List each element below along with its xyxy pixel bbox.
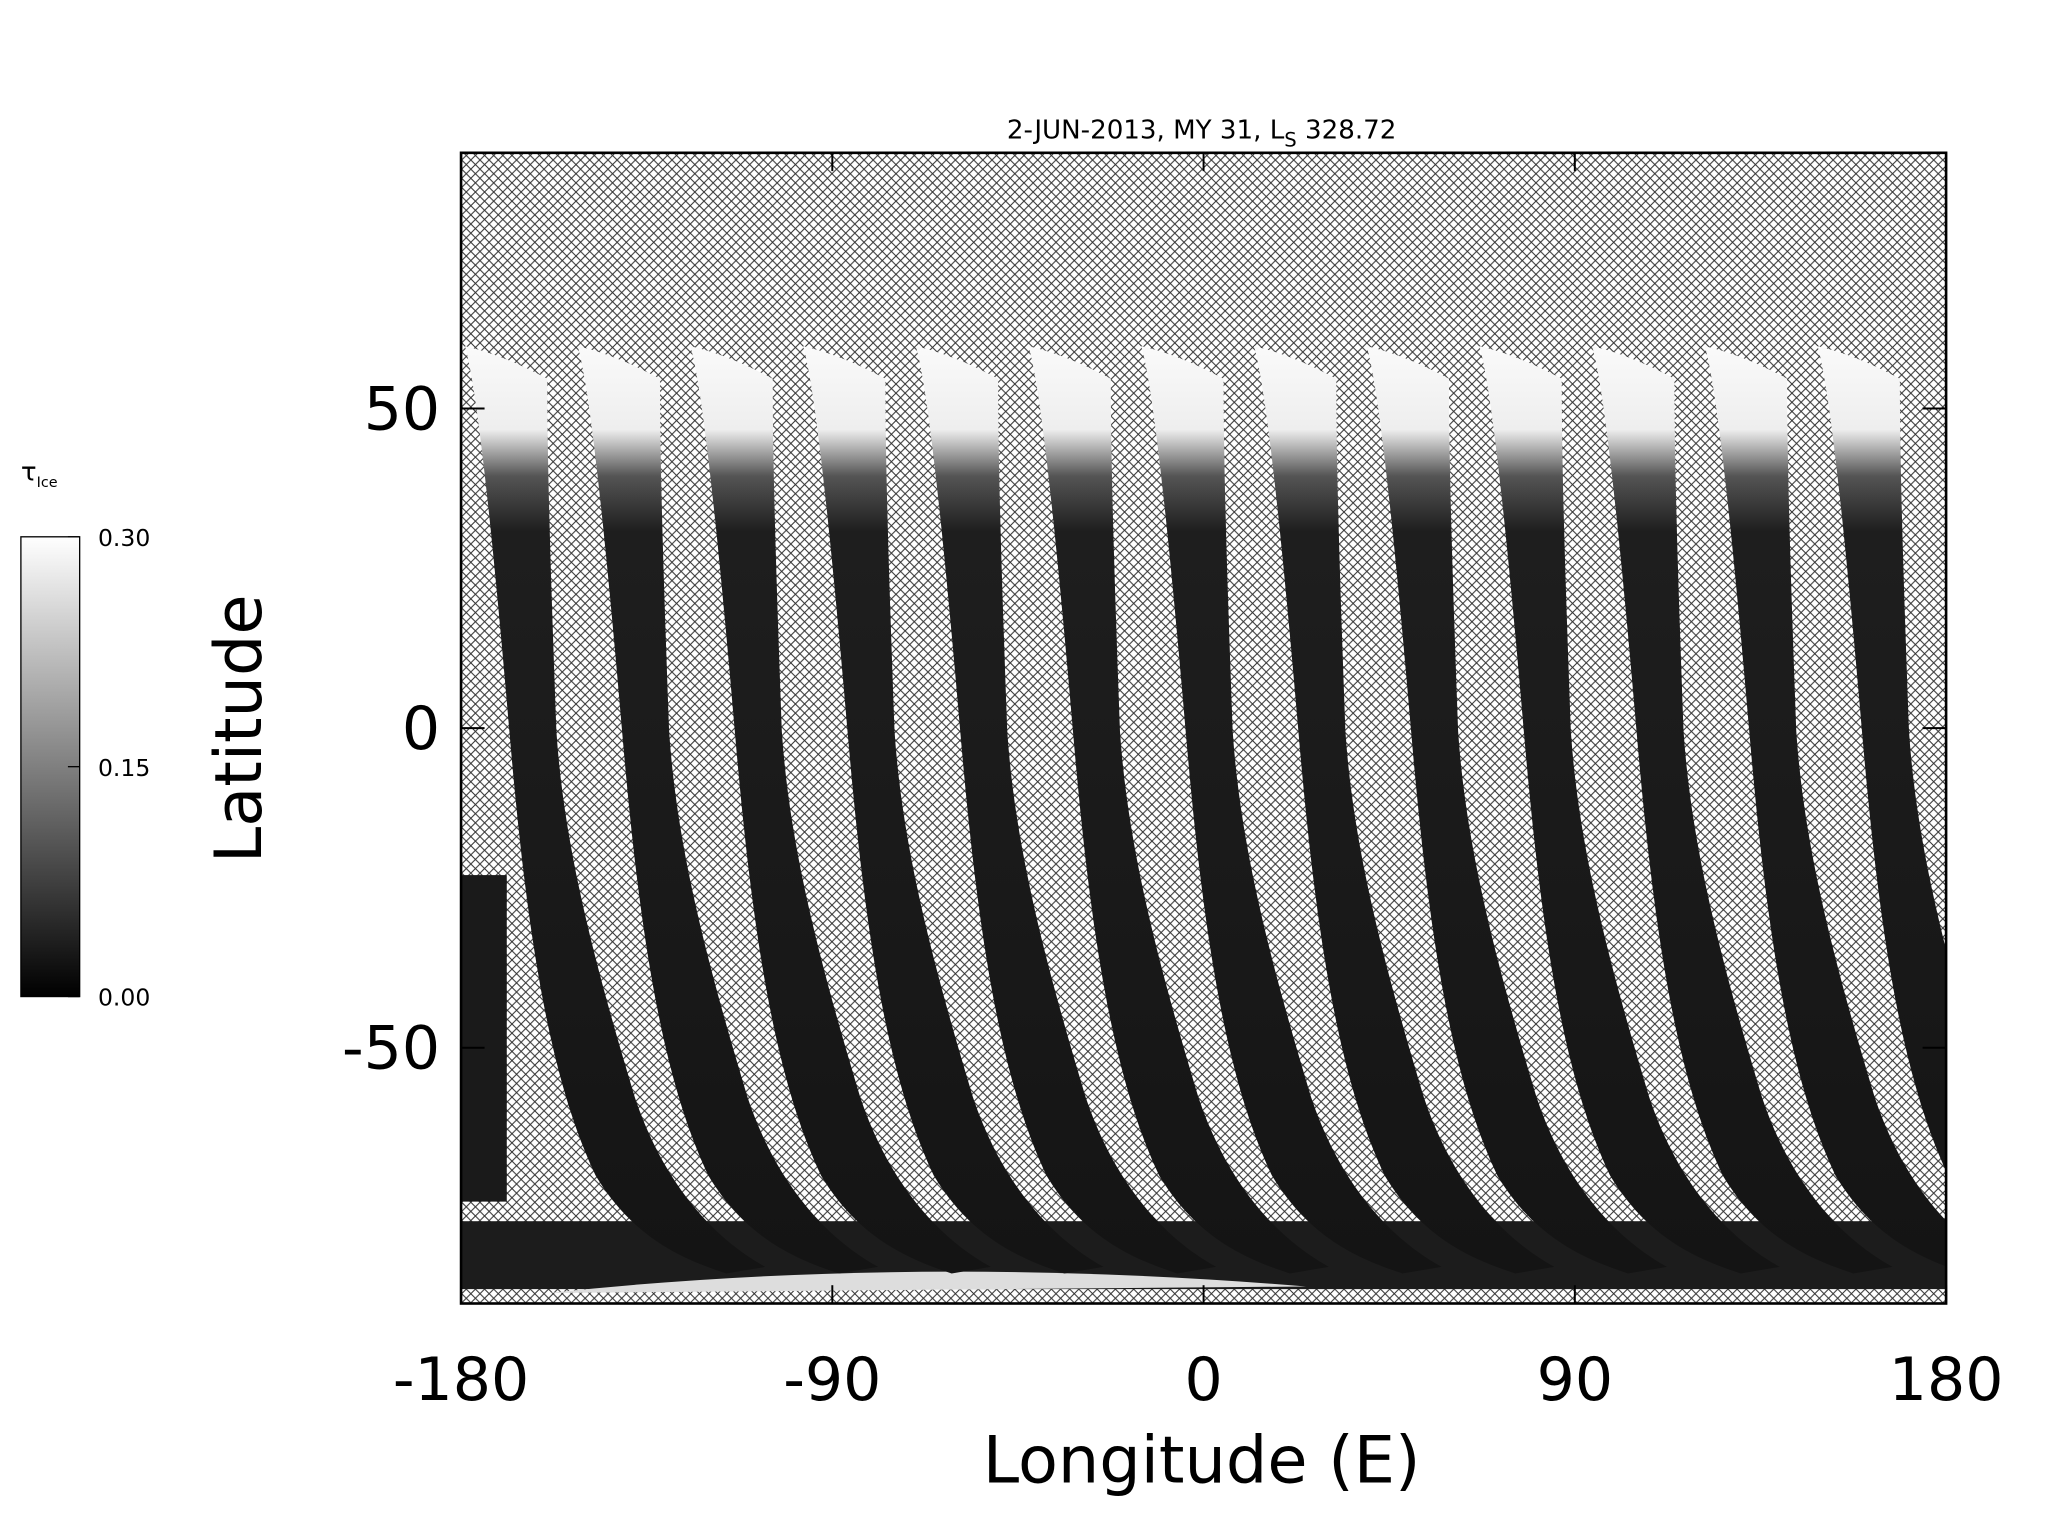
swath (1592, 346, 1893, 1274)
scaled-layer: 2-JUN-2013, MY 31, LS 328.72 -180 -90 0 90 1… (20, 115, 2004, 1498)
swath (690, 346, 991, 1274)
swath (915, 346, 1217, 1274)
swath (1479, 346, 1780, 1274)
swath (577, 346, 879, 1274)
colorbar-subscript: Ice (37, 475, 58, 491)
colorbar-tick-label: 0.15 (98, 754, 150, 782)
swath (461, 875, 507, 1202)
x-tick-label: -90 (783, 1345, 881, 1415)
swath (1028, 346, 1329, 1274)
colorbar-title: τIce (21, 458, 58, 492)
axes: -180 -90 0 90 180 -50 0 50 (342, 152, 2004, 1415)
y-axis-title: Latitude (201, 594, 277, 863)
swath (1817, 346, 1947, 1171)
title-text: 328.72 (1297, 115, 1397, 145)
swath (464, 346, 766, 1274)
x-tick-label: -180 (393, 1345, 529, 1415)
swath (1704, 346, 1947, 1267)
y-tick-label: 0 (402, 694, 440, 764)
y-tick-label: 50 (364, 374, 440, 444)
swath (1141, 346, 1442, 1274)
x-axis-title: Longitude (E) (983, 1422, 1421, 1498)
y-tick-label: -50 (342, 1014, 440, 1084)
swaths (461, 346, 1947, 1294)
x-tick-label: 180 (1889, 1345, 2004, 1415)
swath (1253, 346, 1555, 1274)
colorbar-symbol: τ (21, 458, 37, 488)
title-text: 2-JUN-2013, MY 31, L (1007, 115, 1285, 145)
chart-title: 2-JUN-2013, MY 31, LS 328.72 (1007, 115, 1397, 151)
swath (803, 346, 1104, 1274)
title-subscript: S (1284, 128, 1296, 151)
colorbar-tick-label: 0.00 (98, 984, 150, 1012)
swath (1366, 346, 1668, 1274)
x-tick-label: 90 (1537, 1345, 1613, 1415)
x-tick-label: 0 (1184, 1345, 1222, 1415)
polar-cap (548, 1271, 1307, 1294)
colorbar-tick-label: 0.30 (98, 524, 150, 552)
